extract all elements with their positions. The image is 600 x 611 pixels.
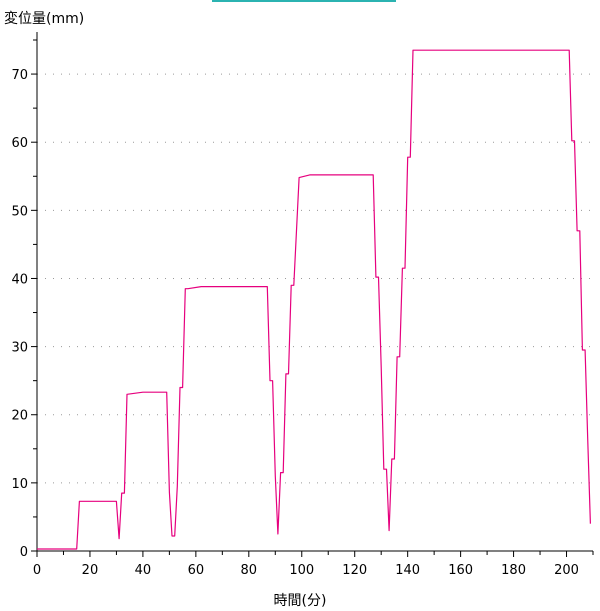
x-axis-label: 時間(分)	[273, 593, 327, 609]
series-layer	[37, 49, 591, 550]
y-tick-label-60: 60	[11, 136, 28, 151]
tick-labels: 0 10 20 30 40 50 60 70 0 20 40 60 80 100 120 140 160 180 2…	[11, 68, 578, 578]
y-tick-label-10: 10	[11, 477, 28, 492]
series-line-0	[37, 49, 591, 550]
top-accent-bar	[212, 0, 396, 2]
y-tick-label-20: 20	[11, 409, 28, 424]
x-tick-label-0: 0	[33, 563, 41, 578]
x-tick-label-120: 120	[342, 563, 367, 578]
y-axis-label: 変位量(mm)	[4, 11, 85, 27]
x-tick-label-100: 100	[289, 563, 314, 578]
y-tick-label-0: 0	[20, 545, 28, 560]
x-tick-label-60: 60	[188, 563, 205, 578]
x-tick-label-200: 200	[554, 563, 579, 578]
y-tick-label-30: 30	[11, 341, 28, 356]
x-tick-label-140: 140	[395, 563, 420, 578]
x-tick-label-20: 20	[82, 563, 99, 578]
grid-lines	[37, 73, 593, 484]
tick-marks	[31, 39, 594, 557]
x-tick-label-160: 160	[448, 563, 473, 578]
x-tick-label-40: 40	[135, 563, 152, 578]
y-tick-label-70: 70	[11, 68, 28, 83]
y-tick-label-50: 50	[11, 204, 28, 219]
x-tick-label-80: 80	[241, 563, 258, 578]
y-tick-label-40: 40	[11, 272, 28, 287]
x-tick-label-180: 180	[501, 563, 526, 578]
axes	[36, 32, 593, 552]
